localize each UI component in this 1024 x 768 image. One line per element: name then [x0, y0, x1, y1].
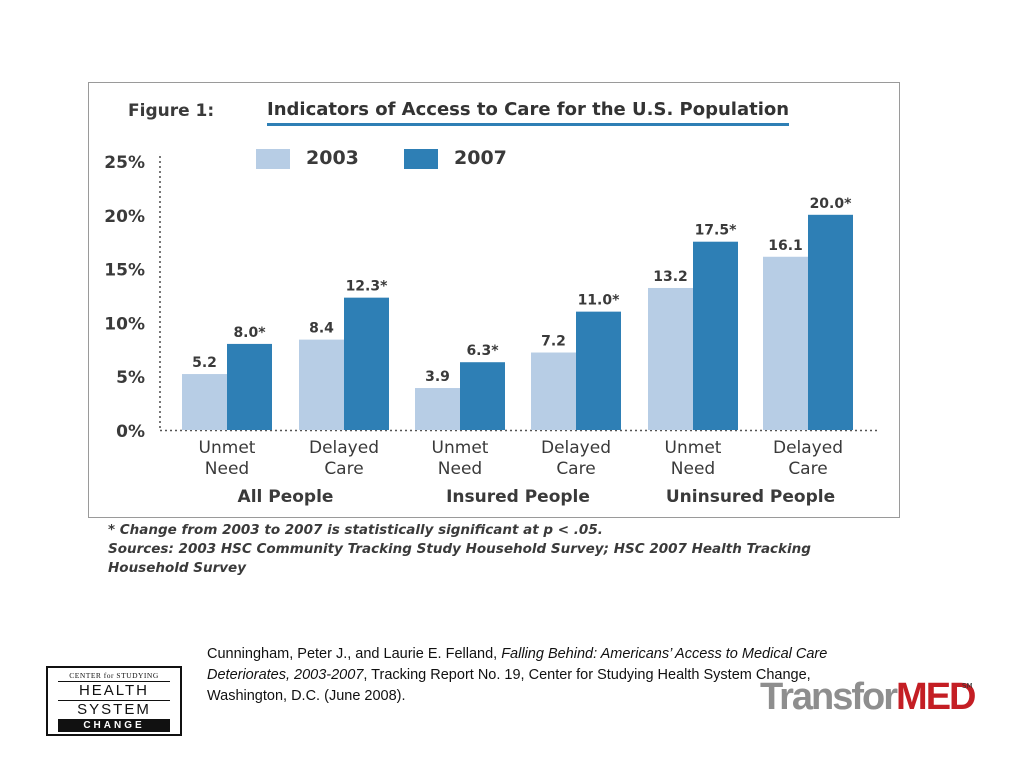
transformed-logo-text: Transfor	[760, 676, 898, 718]
bar-2003	[299, 339, 344, 430]
bar-2007	[460, 362, 505, 430]
data-label: 17.5*	[695, 223, 738, 239]
significance-note: * Change from 2003 to 2007 is statistica…	[108, 522, 603, 538]
hsc-logo-top: CENTER for STUDYING	[69, 671, 159, 680]
data-label: 11.0*	[578, 293, 621, 309]
hsc-logo-system: SYSTEM	[58, 700, 170, 718]
citation-line-3: Washington, D.C. (June 2008).	[207, 688, 406, 704]
bar-2007	[808, 214, 853, 430]
data-label: 13.2	[653, 269, 688, 285]
figure-frame	[88, 82, 900, 518]
data-label: 8.4	[309, 321, 334, 337]
x-tick-label: Delayed	[309, 438, 379, 458]
footnotes: * Change from 2003 to 2007 is statistica…	[108, 521, 868, 578]
figure-title: Indicators of Access to Care for the U.S…	[267, 99, 790, 126]
group-label: Uninsured People	[666, 487, 835, 507]
x-tick-label: Unmet	[199, 438, 256, 458]
bar-2007	[227, 343, 272, 430]
group-label: Insured People	[446, 487, 590, 507]
citation-rest: , Tracking Report No. 19, Center for Stu…	[363, 667, 811, 683]
sources-line-2: Household Survey	[108, 560, 246, 576]
y-tick-label: 10%	[104, 314, 145, 334]
x-tick-label: Care	[324, 459, 363, 479]
bar-2003	[415, 388, 460, 430]
transformed-logo: TransforMED SM	[760, 676, 977, 719]
citation-authors: Cunningham, Peter J., and Laurie E. Fell…	[207, 646, 502, 662]
x-tick-label: Unmet	[665, 438, 722, 458]
sources-line-1: Sources: 2003 HSC Community Tracking Stu…	[108, 541, 811, 557]
data-label: 6.3*	[466, 343, 499, 359]
data-label: 5.2	[192, 355, 217, 371]
bar-2007	[576, 311, 621, 430]
hsc-logo-health: HEALTH	[58, 681, 170, 699]
group-label: All People	[238, 487, 334, 507]
x-tick-label: Need	[438, 459, 482, 479]
legend-label-2007: 2007	[454, 147, 507, 169]
data-label: 16.1	[768, 238, 803, 254]
legend-swatch-2007	[404, 149, 438, 169]
hsc-logo-change: CHANGE	[58, 719, 170, 732]
data-label: 7.2	[541, 334, 566, 350]
bar-2003	[648, 287, 693, 430]
legend-swatch-2003	[256, 149, 290, 169]
bar-2003	[182, 374, 227, 430]
x-tick-label: Delayed	[541, 438, 611, 458]
transformed-logo-sm: SM	[962, 682, 973, 690]
data-label: 8.0*	[233, 325, 266, 341]
citation: Cunningham, Peter J., and Laurie E. Fell…	[207, 644, 967, 707]
bar-chart: 0% 5% 10% 15% 20% 25% 5.2 8.4 3.9 7.2 13.2 16.1 8.0*…	[104, 153, 880, 507]
bar-2003	[763, 256, 808, 430]
x-tick-label: Unmet	[432, 438, 489, 458]
y-tick-label: 0%	[116, 422, 145, 442]
data-label: 20.0*	[810, 196, 853, 212]
x-tick-label: Care	[556, 459, 595, 479]
transformed-logo-med: MED	[896, 676, 976, 718]
x-tick-label: Need	[205, 459, 249, 479]
data-label: 12.3*	[346, 279, 389, 295]
figure-label: Figure 1:	[128, 101, 215, 121]
hsc-logo: CENTER for STUDYING HEALTH SYSTEM CHANGE	[46, 666, 182, 736]
citation-title-1: Falling Behind: Americans’ Access to Med…	[501, 646, 828, 662]
legend-label-2003: 2003	[306, 147, 359, 169]
y-tick-label: 15%	[104, 261, 145, 281]
bar-2007	[693, 241, 738, 430]
x-tick-label: Delayed	[773, 438, 843, 458]
citation-title-2: Deteriorates, 2003-2007	[207, 667, 364, 683]
bar-2007	[344, 297, 389, 430]
x-tick-label: Need	[671, 459, 715, 479]
x-tick-label: Care	[788, 459, 827, 479]
data-label: 3.9	[425, 369, 450, 385]
bar-2003	[531, 352, 576, 430]
y-tick-label: 5%	[116, 368, 145, 388]
y-tick-label: 25%	[104, 153, 145, 173]
y-tick-label: 20%	[104, 207, 145, 227]
